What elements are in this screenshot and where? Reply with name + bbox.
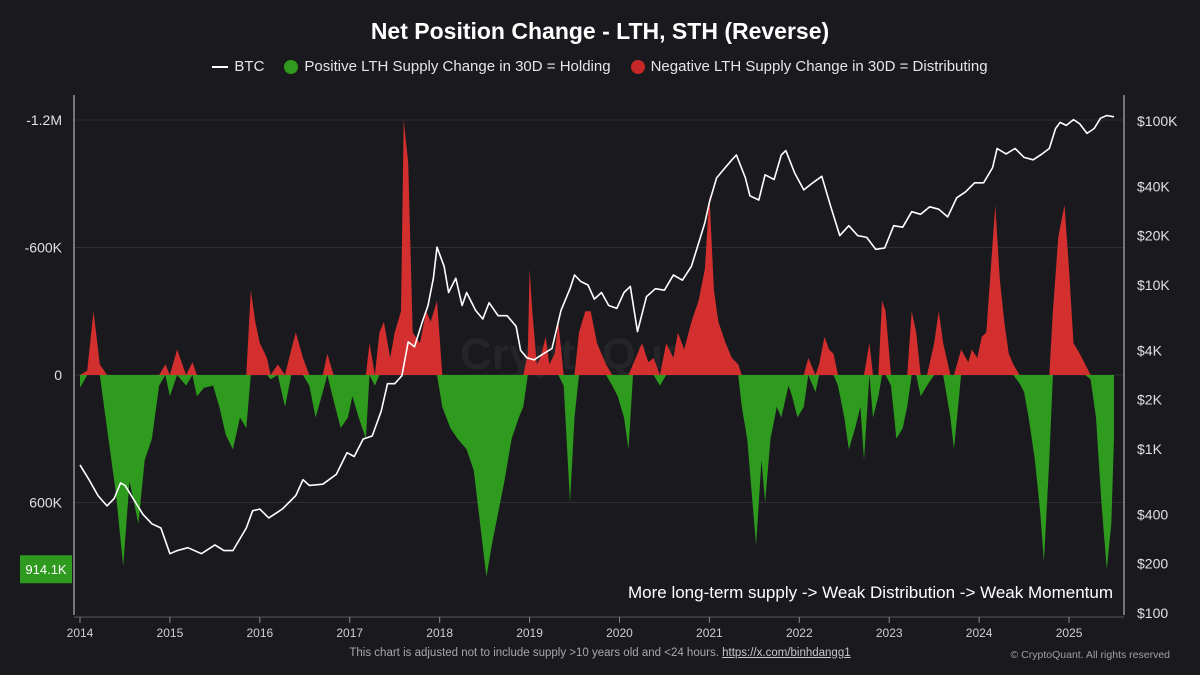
legend-item-holding[interactable]: Positive LTH Supply Change in 30D = Hold… [284, 58, 611, 75]
x-tick-label: 2016 [246, 626, 273, 640]
left-tick-label: -1.2M [26, 112, 62, 128]
x-tick-label: 2020 [606, 626, 633, 640]
copyright: © CryptoQuant. All rights reserved [1010, 649, 1170, 661]
chart-title: Net Position Change - LTH, STH (Reverse) [370, 18, 830, 44]
btc-price-line [79, 114, 1115, 555]
legend-item-distributing[interactable]: Negative LTH Supply Change in 30D = Dist… [630, 58, 988, 75]
current-value-badge [20, 555, 72, 584]
footer-link[interactable]: https://x.com/binhdangg1 [722, 647, 851, 659]
right-tick-label: $20K [1137, 228, 1170, 244]
x-tick-label: 2018 [426, 626, 453, 640]
x-tick-label: 2025 [1056, 626, 1083, 640]
x-tick-label: 2022 [786, 626, 813, 640]
right-tick-label: $2K [1137, 392, 1163, 408]
right-tick-label: $1K [1137, 441, 1163, 457]
right-tick-label: $40K [1137, 178, 1170, 194]
x-tick-label: 2021 [696, 626, 723, 640]
footer-note: This chart is adjusted not to include su… [0, 647, 1200, 659]
left-tick-label: 600K [29, 495, 62, 511]
x-tick-label: 2023 [876, 626, 903, 640]
x-tick-label: 2024 [966, 626, 993, 640]
green-dot-icon [284, 59, 299, 74]
right-tick-label: $200 [1137, 556, 1168, 572]
right-tick-label: $4K [1137, 342, 1163, 358]
right-tick-label: $100 [1137, 605, 1168, 621]
right-tick-label: $100K [1137, 113, 1178, 129]
left-tick-label: 0 [54, 367, 62, 383]
current-value-label: 914.1K [25, 562, 67, 577]
right-tick-label: $10K [1137, 277, 1170, 293]
footer-text: This chart is adjusted not to include su… [349, 647, 719, 659]
legend-label-distributing: Negative LTH Supply Change in 30D = Dist… [650, 58, 988, 75]
legend-item-btc[interactable]: BTC [212, 58, 264, 75]
x-tick-label: 2017 [336, 626, 363, 640]
x-tick-label: 2014 [67, 626, 94, 640]
left-tick-label: -600K [25, 240, 63, 256]
red-dot-icon [630, 59, 645, 74]
legend-label-holding: Positive LTH Supply Change in 30D = Hold… [304, 58, 611, 75]
holding-area [80, 375, 1114, 577]
legend-label-btc: BTC [234, 58, 265, 75]
annotation-text: More long-term supply -> Weak Distributi… [628, 583, 1113, 602]
x-tick-label: 2015 [157, 626, 184, 640]
chart-legend: BTC Positive LTH Supply Change in 30D = … [0, 58, 1200, 75]
x-tick-label: 2019 [516, 626, 543, 640]
right-tick-label: $400 [1137, 506, 1168, 522]
line-icon [212, 65, 229, 68]
